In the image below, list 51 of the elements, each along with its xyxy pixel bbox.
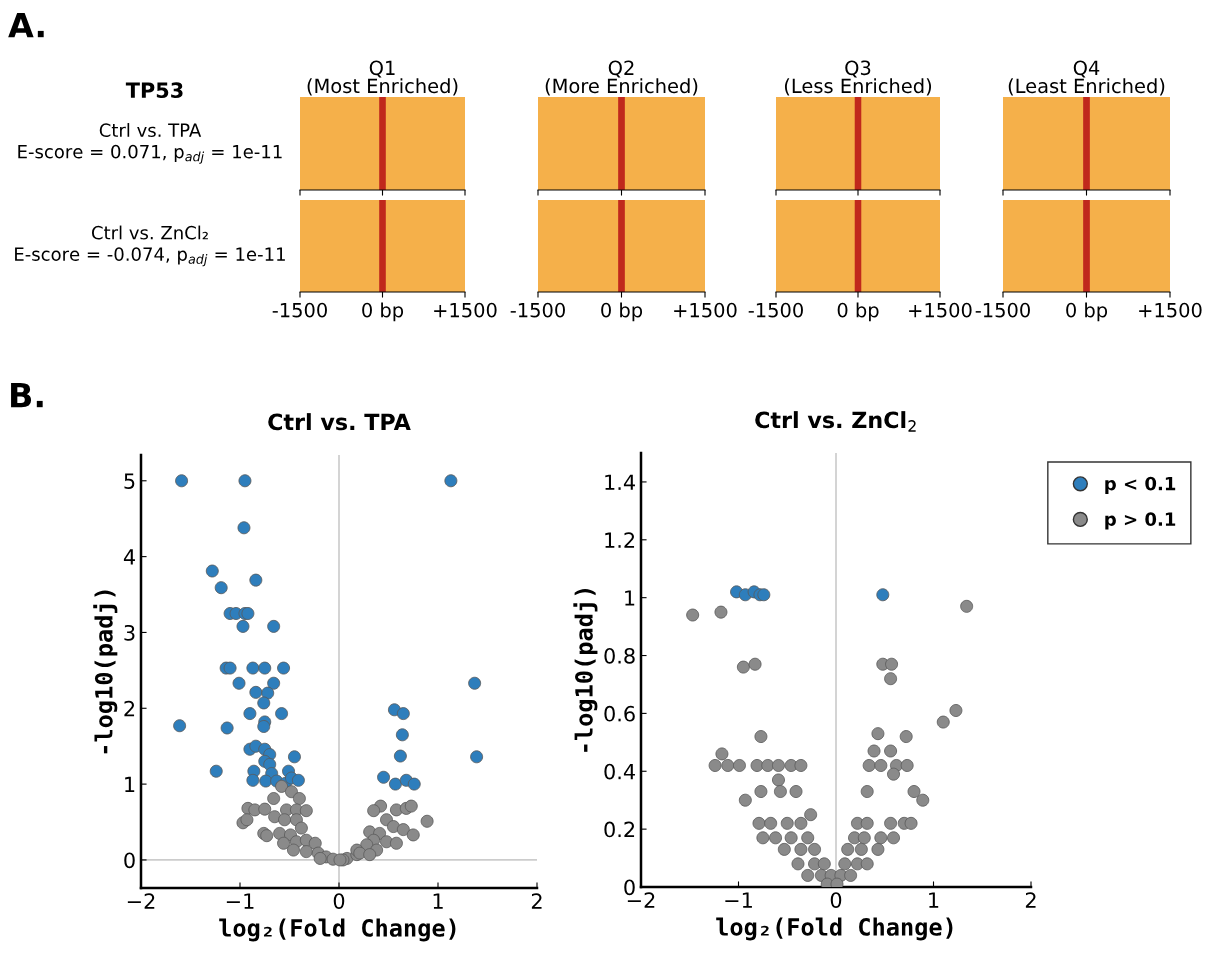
x-tick-label: 0 bbox=[333, 893, 345, 909]
text: 0 bp bbox=[601, 302, 643, 322]
y-tick-label: 1.2 bbox=[605, 532, 635, 548]
text: 0 bp bbox=[362, 302, 404, 322]
category-label: Ctrl vs. ZnCl₂ E-score = -0.074, p$_{adj}$ = 1e-11 bbox=[15, 225, 285, 267]
text: +1500 bbox=[909, 302, 972, 318]
category-label: Q3 (Less Enriched) bbox=[784, 60, 932, 96]
text: +1500 bbox=[1139, 302, 1202, 318]
y-tick-label: 0.6 bbox=[604, 705, 635, 722]
x-tick-label: 1 bbox=[929, 892, 939, 908]
text: TP53 bbox=[125, 82, 183, 99]
text: -1500 bbox=[748, 302, 803, 318]
text: B. bbox=[11, 382, 43, 408]
y-tick-label: 3 bbox=[124, 624, 135, 641]
y-tick-label: 1 bbox=[625, 590, 635, 606]
text: -1500 bbox=[510, 302, 565, 318]
chart-title: Ctrl vs. TPA bbox=[268, 413, 411, 431]
x-tick-label: 2 bbox=[1025, 892, 1036, 908]
y-axis-title: -log10(padj) bbox=[93, 590, 118, 754]
legend-label: p > 0.1 bbox=[1105, 512, 1176, 530]
text: +1500 bbox=[434, 302, 497, 318]
text: -1500 bbox=[272, 302, 327, 318]
x-tick-label: −1 bbox=[226, 893, 254, 909]
category-label: Q2 (More Enriched) bbox=[545, 60, 698, 96]
category-label: Q4 (Least Enriched) bbox=[1008, 60, 1165, 96]
text: 0 bp bbox=[837, 302, 879, 322]
text: -1500 bbox=[975, 302, 1030, 318]
x-tick-label: 2 bbox=[531, 893, 542, 909]
y-tick-label: 0 bbox=[124, 852, 135, 869]
x-tick-label: 1 bbox=[433, 893, 443, 909]
y-tick-label: 0.2 bbox=[604, 821, 635, 838]
category-label: Q1 (Most Enriched) bbox=[307, 60, 458, 96]
y-tick-label: 1.4 bbox=[605, 474, 635, 490]
text: +1500 bbox=[674, 302, 737, 318]
chart-title: Ctrl vs. ZnCl$_{2}$ bbox=[755, 411, 916, 432]
x-axis-title: log₂(Fold Change) bbox=[716, 917, 953, 941]
y-axis-title: -log10(padj) bbox=[573, 589, 598, 752]
legend-label: p < 0.1 bbox=[1105, 476, 1176, 494]
x-tick-label: −1 bbox=[725, 892, 752, 908]
y-tick-label: 5 bbox=[124, 473, 135, 489]
x-tick-label: 0 bbox=[830, 892, 842, 908]
y-tick-label: 2 bbox=[124, 700, 135, 717]
y-tick-label: 0.4 bbox=[604, 763, 635, 780]
y-tick-label: 1 bbox=[125, 776, 135, 793]
category-label: Ctrl vs. TPA E-score = 0.071, p$_{adj}$ = 1e-11 bbox=[18, 123, 282, 164]
x-tick-label: −2 bbox=[127, 893, 155, 909]
y-tick-label: 0.8 bbox=[604, 647, 635, 664]
y-tick-label: 4 bbox=[123, 549, 135, 565]
text: A. bbox=[8, 12, 44, 38]
x-axis-title: log₂(Fold Change) bbox=[219, 918, 456, 942]
text: 0 bp bbox=[1066, 302, 1108, 322]
